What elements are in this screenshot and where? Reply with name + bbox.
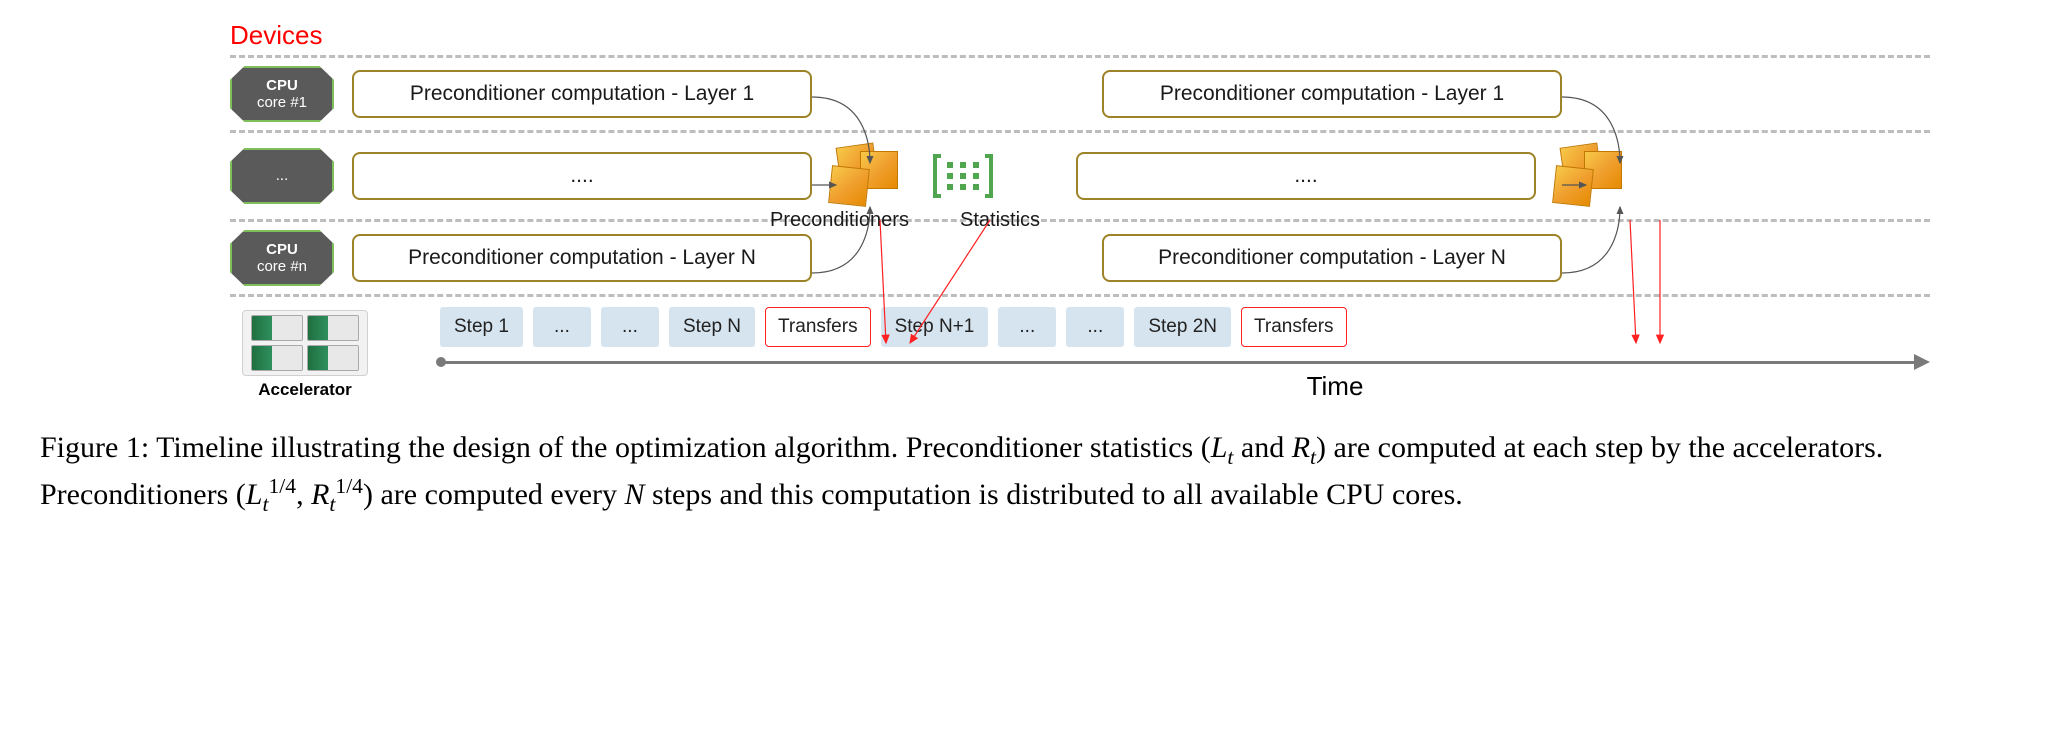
cpu-badge-n-line1: CPU bbox=[266, 241, 298, 258]
cpu-badge-1-line2: core #1 bbox=[257, 94, 307, 111]
cpu-row-n: CPU core #n Preconditioner computation -… bbox=[230, 222, 1930, 294]
caption-and: and bbox=[1233, 431, 1291, 464]
cpu-row-mid: ... .... .... bbox=[230, 133, 1930, 219]
cpu-badge-1: CPU core #1 bbox=[230, 66, 334, 122]
dashed-divider bbox=[230, 294, 1930, 297]
comp-box-layer1-b: Preconditioner computation - Layer 1 bbox=[1102, 70, 1562, 118]
accelerator-row: Accelerator Step 1 ... ... Step N Transf… bbox=[230, 307, 1930, 402]
transfers-box-1: Transfers bbox=[765, 307, 871, 347]
step-box-Np1: Step N+1 bbox=[881, 307, 989, 347]
caption-comma: , bbox=[296, 478, 311, 511]
cpu-badge-n: CPU core #n bbox=[230, 230, 334, 286]
caption-L2: L bbox=[246, 478, 263, 511]
comp-box-layer1-a: Preconditioner computation - Layer 1 bbox=[352, 70, 812, 118]
caption-text-4: steps and this computation is distribute… bbox=[645, 478, 1463, 511]
caption-R2: R bbox=[311, 478, 329, 511]
figure-caption: Figure 1: Timeline illustrating the desi… bbox=[40, 428, 2000, 519]
accelerator-chip-icon bbox=[242, 310, 368, 376]
step-box-1: Step 1 bbox=[440, 307, 523, 347]
statistics-matrix-icon bbox=[928, 148, 998, 204]
accelerator-label: Accelerator bbox=[230, 380, 380, 400]
step-box-dots: ... bbox=[533, 307, 591, 347]
comp-box-mid-a: .... bbox=[352, 152, 812, 200]
preconditioner-tiles-icon bbox=[830, 145, 902, 207]
caption-exp2: 1/4 bbox=[335, 474, 363, 498]
step-box-dots: ... bbox=[1066, 307, 1124, 347]
steps-boxes: Step 1 ... ... Step N Transfers Step N+1… bbox=[440, 307, 1930, 347]
cpu-badge-n-line2: core #n bbox=[257, 258, 307, 275]
timeline-diagram: CPU core #1 Preconditioner computation -… bbox=[230, 55, 1930, 402]
steps-track: Step 1 ... ... Step N Transfers Step N+1… bbox=[440, 307, 1930, 402]
step-box-N: Step N bbox=[669, 307, 755, 347]
caption-text-3: ) are computed every bbox=[363, 478, 625, 511]
accelerator-block: Accelerator bbox=[230, 310, 380, 400]
caption-text-1: Timeline illustrating the design of the … bbox=[149, 431, 1211, 464]
cpu-badge-mid-dots: ... bbox=[276, 167, 289, 184]
caption-Rt: R bbox=[1292, 431, 1310, 464]
caption-exp1: 1/4 bbox=[268, 474, 296, 498]
cpu-badge-1-line1: CPU bbox=[266, 77, 298, 94]
step-box-dots: ... bbox=[601, 307, 659, 347]
caption-fig-label: Figure 1: bbox=[40, 431, 149, 464]
step-box-2N: Step 2N bbox=[1134, 307, 1231, 347]
time-label: Time bbox=[740, 371, 1930, 402]
cpu-row-1: CPU core #1 Preconditioner computation -… bbox=[230, 58, 1930, 130]
transfers-box-2: Transfers bbox=[1241, 307, 1347, 347]
step-box-dots: ... bbox=[998, 307, 1056, 347]
cpu-badge-mid: ... bbox=[230, 148, 334, 204]
comp-box-layerN-b: Preconditioner computation - Layer N bbox=[1102, 234, 1562, 282]
time-arrow bbox=[440, 357, 1930, 367]
devices-label: Devices bbox=[230, 20, 2018, 51]
caption-Lt: L bbox=[1211, 431, 1228, 464]
comp-box-layerN-a: Preconditioner computation - Layer N bbox=[352, 234, 812, 282]
comp-box-mid-b: .... bbox=[1076, 152, 1536, 200]
caption-N: N bbox=[625, 478, 645, 511]
preconditioner-tiles-icon-2 bbox=[1554, 145, 1626, 207]
